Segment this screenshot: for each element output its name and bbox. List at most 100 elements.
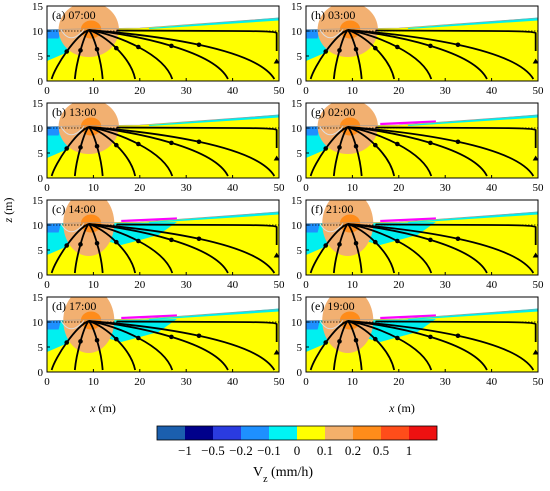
panel-frame (46, 296, 280, 373)
x-tick-label: 30 (440, 376, 452, 388)
x-tick-label: 0 (303, 279, 309, 291)
streamline-arrow (353, 46, 359, 52)
y-tick-label: 10 (291, 317, 303, 329)
colorbar-tick-label: −0.1 (257, 443, 281, 458)
streamline-arrow-right (532, 155, 538, 161)
panel-field (306, 297, 538, 372)
streamline-arrow (78, 242, 83, 247)
streamline-arrow (94, 143, 100, 149)
x-tick-label: 50 (274, 85, 286, 97)
streamline-arrow (373, 45, 378, 51)
y-tick-label: 5 (38, 342, 44, 354)
x-tick-label: 40 (486, 376, 498, 388)
blue-zone (47, 223, 61, 233)
y-tick-label: 15 (291, 1, 303, 13)
panel-4: 0 5 10 15 0 10 20 30 40 50 (d) 17:00 (32, 292, 286, 388)
x-axis-label-right: x (m) (388, 401, 415, 415)
blue-zone (306, 126, 320, 136)
y-tick-label: 10 (32, 123, 44, 135)
surface-line (306, 211, 538, 224)
streamline-upper (375, 223, 537, 245)
streamline-arrow (78, 339, 83, 344)
panel-6: 0 5 10 15 0 10 20 30 40 50 (g) 02:00 (291, 98, 544, 194)
x-tick-label: 10 (347, 279, 359, 291)
streamline-arrow (373, 336, 378, 342)
streamline-upper (116, 223, 278, 245)
streamline-arrow (323, 243, 329, 248)
y-tick-label: 5 (297, 245, 303, 257)
colorbar-tick-label: 0 (294, 443, 301, 458)
panel-label: (b) 13:00 (52, 105, 96, 119)
y-tick-label: 15 (291, 98, 303, 110)
streamline-arrow (169, 237, 174, 243)
x-tick-label: 20 (393, 279, 405, 291)
panel-5: 0 5 10 15 0 10 20 30 40 50 (h) 03:00 (291, 1, 544, 97)
y-tick-label: 10 (291, 26, 303, 38)
streamline-upper (116, 126, 278, 148)
streamline-arrow (428, 334, 433, 340)
colorbar-tick-label: 0.5 (373, 443, 389, 458)
streamline-arrow (136, 44, 141, 50)
blue-zone (47, 29, 61, 39)
x-tick-label: 50 (274, 376, 286, 388)
streamline-upper (375, 126, 537, 148)
blue-zone (306, 320, 320, 330)
streamline-arrow-right (532, 349, 538, 355)
panel-3: 0 5 10 15 0 10 20 30 40 50 (c) 14:00 (32, 195, 286, 291)
streamline-arrow (94, 337, 100, 343)
x-tick-label: 50 (533, 182, 545, 194)
y-tick-label: 15 (32, 1, 44, 13)
x-tick-label: 20 (393, 85, 405, 97)
x-tick-label: 10 (88, 182, 100, 194)
streamline-arrow (78, 48, 83, 53)
panel-field (47, 6, 279, 81)
streamline-upper (116, 29, 278, 51)
panel-frame (305, 102, 539, 179)
streamline-arrow-right (273, 155, 279, 161)
x-tick-label: 10 (347, 376, 359, 388)
streamline-arrow (337, 145, 342, 150)
blue-zone (306, 223, 320, 233)
colorbar: −1 −0.5 −0.2 −0.1 0 0.1 0.2 0.5 1 (156, 425, 438, 458)
x-tick-label: 40 (227, 279, 239, 291)
streamline-arrow-right (532, 58, 538, 64)
streamline-arrow (114, 239, 119, 245)
interface-arc (60, 29, 85, 39)
streamline-arrow (353, 143, 359, 149)
x-tick-label: 10 (88, 279, 100, 291)
panel-field (47, 200, 279, 275)
x-tick-label: 20 (134, 376, 146, 388)
panel-frame (46, 5, 280, 82)
streamline-arrow (196, 333, 202, 339)
streamline-arrow (455, 236, 461, 242)
streamline-arrow (64, 49, 70, 54)
colorbar-tick-label: −0.5 (201, 443, 225, 458)
x-tick-label: 40 (486, 182, 498, 194)
x-tick-label: 50 (274, 279, 286, 291)
y-tick-label: 0 (38, 76, 44, 88)
x-tick-label: 40 (227, 85, 239, 97)
x-tick-label: 0 (303, 376, 309, 388)
panel-label: (d) 17:00 (52, 299, 96, 313)
panel-field (47, 297, 279, 372)
y-tick-label: 10 (291, 220, 303, 232)
y-tick-label: 15 (291, 292, 303, 304)
x-tick-label: 50 (533, 279, 545, 291)
streamline-arrow (353, 337, 359, 343)
y-tick-label: 10 (291, 123, 303, 135)
y-tick-label: 0 (297, 270, 303, 282)
interface-arc (60, 320, 85, 330)
streamline-arrow (136, 335, 141, 341)
colorbar-segment (409, 426, 437, 440)
streamline-arrow (136, 141, 141, 147)
x-tick-label: 0 (44, 279, 50, 291)
colorbar-segment (269, 426, 297, 440)
streamline-arrow (428, 237, 433, 243)
streamline-arrow (136, 238, 141, 244)
streamline-arrow (78, 145, 83, 150)
colorbar-segment (325, 426, 353, 440)
y-tick-label: 15 (32, 195, 44, 207)
streamline-arrow (373, 239, 378, 245)
y-tick-label: 5 (297, 148, 303, 160)
streamline-arrow (114, 45, 119, 51)
